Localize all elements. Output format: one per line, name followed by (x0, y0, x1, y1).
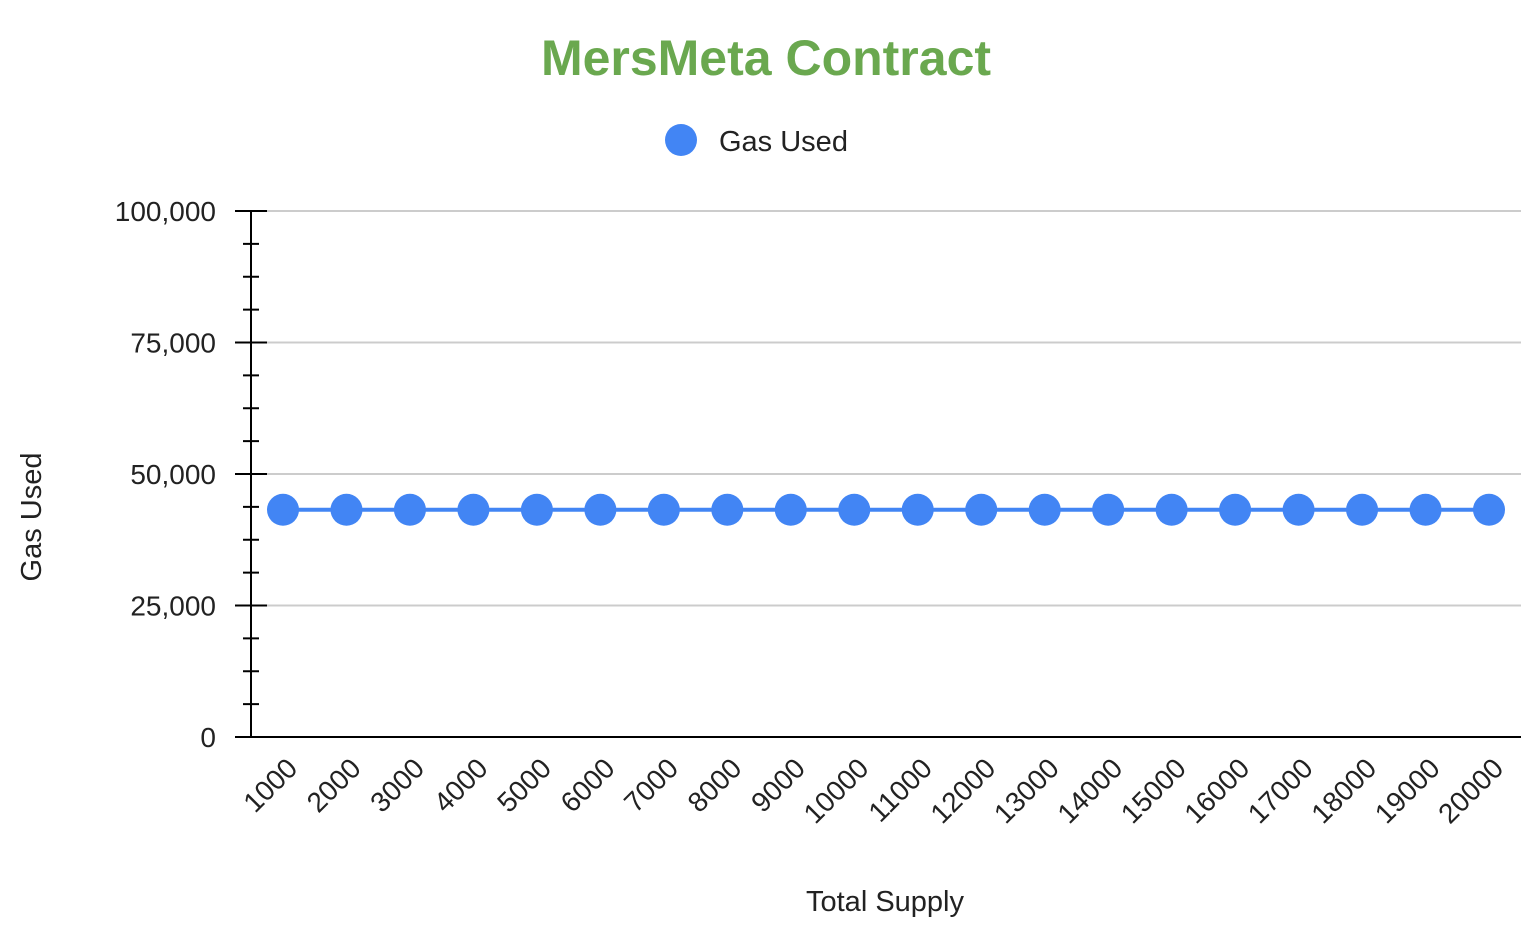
data-point-12000 (965, 493, 998, 526)
series-layer (267, 493, 1505, 526)
y-tick-label-25000: 25,000 (130, 591, 216, 622)
data-point-8000 (711, 493, 744, 526)
y-tick-label-100000: 100,000 (115, 196, 216, 227)
x-tick-label-20000: 20000 (1432, 752, 1509, 829)
data-point-18000 (1346, 493, 1379, 526)
y-axis: 0 25,000 50,000 75,000 100,000 (115, 196, 267, 753)
chart-title: MersMeta Contract (541, 30, 991, 86)
x-tick-label-13000: 13000 (988, 752, 1065, 829)
data-point-7000 (647, 493, 680, 526)
data-point-1000 (267, 493, 299, 526)
x-tick-label-19000: 19000 (1369, 752, 1446, 829)
data-point-11000 (901, 493, 934, 526)
x-tick-label-2000: 2000 (301, 752, 367, 818)
x-tick-label-7000: 7000 (618, 752, 684, 818)
data-point-16000 (1219, 493, 1252, 526)
data-point-6000 (584, 493, 617, 526)
legend: Gas Used (665, 124, 848, 158)
legend-marker-gas-used (665, 124, 697, 156)
x-tick-label-6000: 6000 (555, 752, 621, 818)
y-axis-title: Gas Used (16, 453, 48, 582)
x-tick-label-5000: 5000 (491, 752, 557, 818)
y-tick-label-75000: 75,000 (130, 328, 216, 359)
data-point-9000 (774, 493, 807, 526)
x-axis: 1000200030004000500060007000800090001000… (237, 736, 1521, 829)
x-tick-label-11000: 11000 (862, 752, 938, 828)
x-tick-label-8000: 8000 (682, 752, 748, 818)
x-tick-label-16000: 16000 (1178, 752, 1255, 829)
gridlines (251, 210, 1521, 607)
data-point-3000 (393, 493, 426, 526)
data-point-13000 (1028, 493, 1061, 526)
x-tick-label-4000: 4000 (428, 752, 494, 818)
x-tick-label-15000: 15000 (1115, 752, 1192, 829)
data-point-2000 (330, 493, 363, 526)
data-point-19000 (1409, 493, 1442, 526)
data-point-20000 (1473, 493, 1505, 526)
x-tick-label-1000: 1000 (237, 752, 303, 818)
legend-label-gas-used: Gas Used (719, 126, 848, 158)
y-tick-label-0: 0 (200, 722, 216, 753)
y-tick-label-50000: 50,000 (130, 459, 216, 490)
data-point-5000 (520, 493, 553, 526)
x-tick-label-17000: 17000 (1242, 752, 1319, 829)
x-tick-label-10000: 10000 (798, 752, 875, 829)
x-tick-label-14000: 14000 (1051, 752, 1128, 829)
data-point-15000 (1155, 493, 1188, 526)
data-point-10000 (838, 493, 871, 526)
data-point-17000 (1282, 493, 1315, 526)
data-point-4000 (457, 493, 490, 526)
x-tick-label-12000: 12000 (924, 752, 1001, 829)
x-tick-label-3000: 3000 (364, 752, 430, 818)
data-point-14000 (1092, 493, 1125, 526)
x-axis-title: Total Supply (806, 886, 964, 918)
x-tick-label-18000: 18000 (1305, 752, 1382, 829)
